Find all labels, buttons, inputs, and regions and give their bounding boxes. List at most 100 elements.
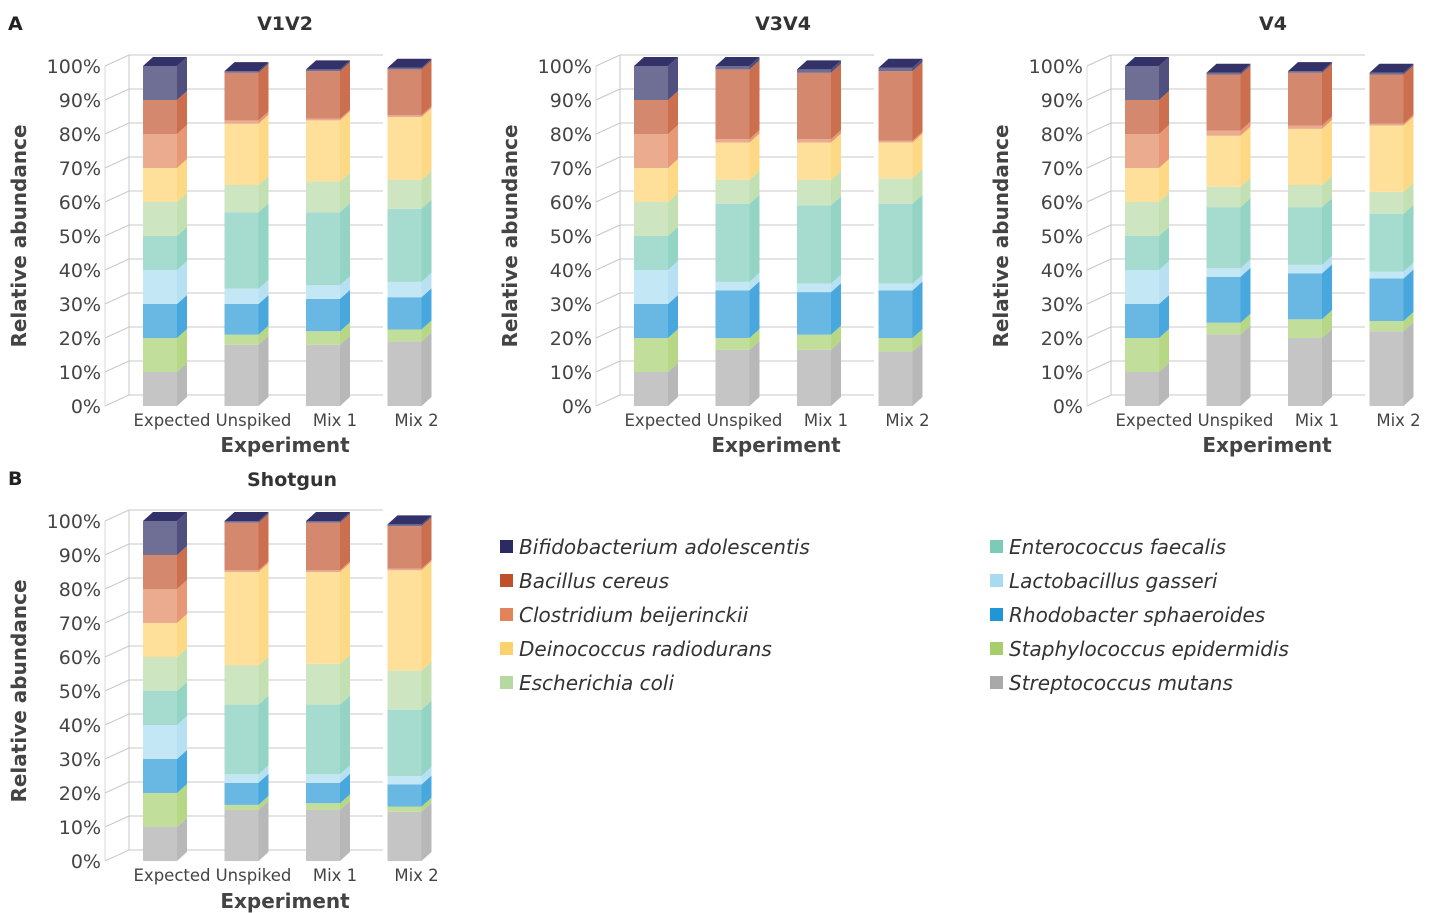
bar-front bbox=[143, 270, 177, 304]
bar-segment bbox=[1206, 313, 1251, 335]
bar-segment bbox=[1125, 363, 1169, 406]
gridline-depth bbox=[595, 224, 621, 237]
bar-front bbox=[143, 338, 177, 372]
bar-segment bbox=[1288, 264, 1332, 320]
bar-side bbox=[1159, 295, 1169, 338]
bar-segment bbox=[224, 203, 269, 289]
bar-segment bbox=[1206, 121, 1251, 136]
legend-swatch bbox=[990, 540, 1003, 553]
bar-segment bbox=[387, 561, 432, 671]
x-tick-label: Mix 2 bbox=[394, 411, 438, 430]
bar-front bbox=[878, 71, 913, 141]
bar-side bbox=[1322, 119, 1332, 185]
bar-segment bbox=[306, 512, 350, 523]
bar-front bbox=[1125, 270, 1159, 304]
bar-side bbox=[340, 512, 350, 523]
bar-segment bbox=[306, 765, 350, 783]
y-tick-label: 30% bbox=[550, 294, 592, 316]
bar-front bbox=[143, 236, 177, 270]
bar-segment bbox=[387, 199, 432, 282]
chart-title: V3V4 bbox=[755, 13, 811, 35]
bar-side bbox=[1322, 329, 1332, 406]
charts: 0% 10% 20% 30% 40% 50% 60% 70% 80% 90% 100% Expecte… bbox=[7, 13, 1421, 913]
bar-segment bbox=[143, 125, 187, 168]
bar-side bbox=[749, 281, 760, 338]
x-tick-label: Expected bbox=[134, 866, 211, 885]
bar-front bbox=[797, 72, 831, 140]
bar-segment bbox=[306, 801, 350, 861]
bar-segment bbox=[1125, 329, 1169, 372]
x-axis-title: Experiment bbox=[711, 433, 841, 457]
bar-segment bbox=[1206, 65, 1251, 131]
bar-top-cap bbox=[1369, 63, 1414, 73]
gridline-depth bbox=[104, 54, 130, 67]
bar-segment bbox=[878, 274, 923, 291]
bar-front bbox=[1206, 322, 1241, 335]
bar-front bbox=[143, 793, 177, 827]
bar-front bbox=[306, 663, 340, 705]
bar-segment bbox=[1125, 193, 1169, 236]
bar-segment bbox=[143, 614, 187, 657]
gridline-depth bbox=[104, 713, 130, 726]
bar-segment bbox=[387, 775, 432, 807]
bar-side bbox=[1159, 227, 1169, 270]
bar-segment bbox=[143, 57, 187, 100]
y-tick-label: 30% bbox=[59, 294, 101, 316]
bar-front bbox=[797, 69, 831, 73]
bar-front bbox=[224, 521, 259, 523]
y-tick-label: 0% bbox=[71, 396, 101, 418]
bar-front bbox=[1288, 185, 1322, 208]
bar-stack bbox=[878, 58, 923, 406]
bar-side bbox=[177, 818, 187, 861]
gridline-depth bbox=[595, 360, 621, 373]
chart-title: Shotgun bbox=[247, 469, 337, 491]
legend-swatch bbox=[500, 574, 513, 587]
bar-side bbox=[258, 203, 269, 289]
bar-stack bbox=[224, 512, 269, 861]
bar-front bbox=[1288, 319, 1322, 338]
bar-front bbox=[1288, 338, 1322, 406]
bar-side bbox=[831, 340, 841, 406]
bar-front bbox=[715, 338, 750, 350]
bar-segment bbox=[387, 170, 432, 209]
bar-front bbox=[634, 304, 668, 338]
bar-side bbox=[340, 172, 350, 213]
bar-front bbox=[306, 120, 340, 182]
gridline-depth bbox=[595, 326, 621, 339]
bar-side bbox=[177, 580, 187, 623]
bar-side bbox=[258, 62, 269, 73]
gridline-depth bbox=[104, 224, 130, 237]
bar-front bbox=[306, 572, 340, 664]
bar-segment bbox=[1288, 198, 1332, 265]
bar-side bbox=[421, 108, 432, 180]
bar-side bbox=[177, 363, 187, 406]
y-tick-label: 80% bbox=[1041, 124, 1083, 146]
y-tick-label: 30% bbox=[1041, 294, 1083, 316]
bar-segment bbox=[797, 340, 841, 406]
bar-side bbox=[340, 654, 350, 705]
bar-front bbox=[1288, 207, 1322, 265]
bar-side bbox=[340, 322, 350, 345]
y-tick-label: 40% bbox=[59, 715, 101, 737]
x-tick-label: Mix 2 bbox=[1376, 411, 1420, 430]
bar-segment bbox=[1125, 295, 1169, 338]
bar-front bbox=[878, 283, 913, 291]
x-tick-label: Mix 1 bbox=[1295, 411, 1339, 430]
bar-segment bbox=[1288, 176, 1332, 208]
bar-segment bbox=[224, 295, 269, 335]
x-tick-label: Mix 2 bbox=[885, 411, 929, 430]
bar-side bbox=[258, 295, 269, 335]
bar-segment bbox=[224, 563, 269, 666]
bar-front bbox=[306, 69, 340, 72]
bar-segment bbox=[878, 169, 923, 204]
bar-segment bbox=[1206, 126, 1251, 187]
bar-top-cap bbox=[1125, 57, 1169, 66]
bar-top-cap bbox=[387, 515, 432, 525]
panel-letter-a: A bbox=[8, 13, 23, 35]
panel-letter-b: B bbox=[8, 468, 22, 490]
bar-front bbox=[797, 139, 831, 143]
y-tick-label: 20% bbox=[59, 328, 101, 350]
bar-segment bbox=[224, 335, 269, 406]
bar-segment bbox=[306, 111, 350, 182]
